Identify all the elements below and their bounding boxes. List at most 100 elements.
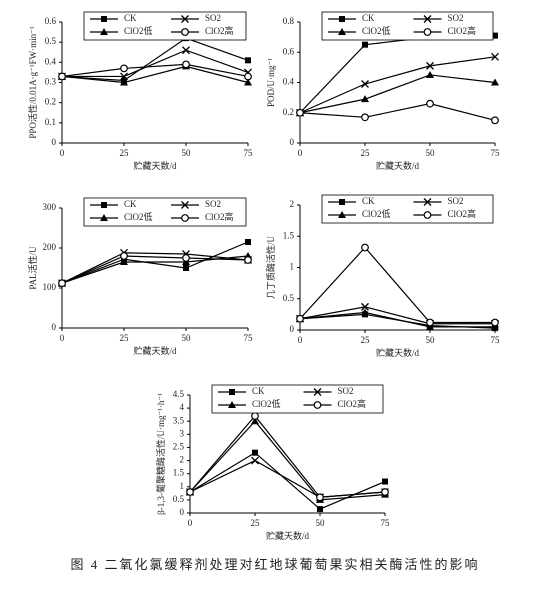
y-tick-label: 0 bbox=[290, 324, 295, 334]
x-tick-label: 75 bbox=[381, 518, 391, 528]
y-tick-label: 4 bbox=[180, 402, 185, 412]
marker bbox=[186, 488, 194, 496]
y-tick-label: 0 bbox=[180, 507, 185, 517]
y-tick-label: 0.4 bbox=[283, 77, 295, 87]
marker bbox=[100, 28, 108, 35]
marker bbox=[423, 198, 432, 206]
marker bbox=[423, 15, 432, 23]
marker bbox=[492, 32, 498, 39]
legend-label: ClO2低 bbox=[124, 211, 153, 222]
legend-label: CK bbox=[252, 386, 265, 396]
y-tick-label: 0.4 bbox=[45, 56, 57, 66]
marker bbox=[244, 72, 252, 81]
legend-label: ClO2高 bbox=[205, 211, 234, 222]
marker bbox=[361, 308, 369, 316]
marker bbox=[423, 211, 432, 219]
x-tick-label: 25 bbox=[361, 148, 371, 158]
marker bbox=[251, 412, 259, 420]
marker bbox=[251, 417, 259, 425]
x-tick-label: 50 bbox=[182, 148, 192, 158]
y-tick-label: 0.3 bbox=[45, 77, 57, 87]
x-axis-label: 贮藏天数/d bbox=[133, 345, 177, 356]
series-line bbox=[61, 37, 249, 82]
y-tick-label: 3.5 bbox=[173, 415, 185, 425]
marker bbox=[228, 401, 236, 408]
legend-label: ClO2高 bbox=[448, 208, 477, 219]
marker bbox=[361, 302, 369, 311]
y-tick-label: 0.6 bbox=[45, 16, 57, 26]
marker bbox=[244, 256, 252, 264]
x-tick-label: 25 bbox=[251, 518, 261, 528]
marker bbox=[120, 72, 128, 81]
legend-box bbox=[83, 11, 247, 41]
series-line bbox=[299, 35, 496, 114]
legend-label: SO2 bbox=[205, 199, 221, 209]
y-tick-label: 0.2 bbox=[283, 107, 294, 117]
x-tick-label: 75 bbox=[244, 333, 254, 343]
series-line bbox=[299, 74, 496, 114]
marker bbox=[182, 60, 190, 69]
legend: CK SO2 ClO2低 ClO2高 bbox=[83, 197, 247, 227]
marker bbox=[182, 254, 190, 262]
y-axis-label: β-1,3-葡聚糖酶活性/U·mg⁻¹·h⁻¹ bbox=[155, 393, 166, 515]
marker bbox=[426, 70, 434, 78]
marker bbox=[338, 211, 346, 218]
marker bbox=[361, 243, 369, 252]
y-tick-label: 100 bbox=[43, 282, 57, 292]
series-line bbox=[61, 252, 249, 284]
series-line bbox=[299, 103, 496, 121]
legend-box bbox=[83, 197, 247, 227]
series-line bbox=[299, 311, 495, 328]
marker bbox=[181, 15, 189, 23]
x-tick-label: 75 bbox=[244, 148, 254, 158]
x-tick-label: 50 bbox=[316, 518, 326, 528]
marker bbox=[120, 258, 128, 265]
marker bbox=[229, 389, 235, 395]
marker bbox=[252, 449, 258, 456]
marker bbox=[361, 95, 369, 103]
x-tick-label: 0 bbox=[60, 333, 65, 343]
y-tick-label: 0.2 bbox=[45, 97, 56, 107]
x-tick-label: 50 bbox=[182, 333, 192, 343]
marker bbox=[181, 28, 189, 36]
y-tick-label: 0 bbox=[290, 137, 295, 147]
legend-label: ClO2低 bbox=[362, 208, 391, 219]
x-tick-label: 0 bbox=[298, 335, 303, 345]
marker bbox=[426, 61, 434, 70]
legend-label: SO2 bbox=[338, 386, 354, 396]
marker bbox=[181, 201, 189, 209]
y-tick-label: 1.5 bbox=[173, 468, 185, 478]
series-line bbox=[61, 65, 249, 84]
x-tick-label: 0 bbox=[60, 148, 65, 158]
x-tick-label: 25 bbox=[361, 335, 371, 345]
y-tick-label: 2 bbox=[290, 199, 295, 209]
x-tick-label: 25 bbox=[120, 333, 130, 343]
y-tick-label: 0 bbox=[52, 322, 57, 332]
y-axis-label: PPO活性/0.01A·g⁻¹FW·min⁻¹ bbox=[27, 26, 38, 138]
series-line bbox=[189, 459, 386, 498]
legend-label: ClO2高 bbox=[448, 25, 477, 36]
x-tick-label: 75 bbox=[491, 335, 501, 345]
y-tick-label: 200 bbox=[43, 242, 57, 252]
legend: CK SO2 ClO2低 ClO2高 bbox=[321, 11, 494, 41]
marker bbox=[120, 64, 128, 73]
marker bbox=[181, 214, 189, 222]
y-tick-label: 0.6 bbox=[283, 46, 295, 56]
y-tick-label: 4.5 bbox=[173, 389, 185, 399]
marker bbox=[58, 279, 66, 288]
marker bbox=[58, 72, 66, 81]
legend-label: CK bbox=[362, 196, 375, 206]
legend-label: SO2 bbox=[205, 13, 221, 23]
legend-label: CK bbox=[124, 199, 137, 209]
legend-box bbox=[321, 11, 494, 41]
legend: CK SO2 ClO2低 ClO2高 bbox=[83, 11, 247, 41]
marker bbox=[120, 252, 128, 260]
y-axis-label: POD/U·mg⁻¹ bbox=[266, 58, 276, 107]
x-tick-label: 75 bbox=[491, 148, 501, 158]
y-tick-label: 1 bbox=[180, 481, 185, 491]
y-axis-label: PAL活性/U bbox=[27, 246, 38, 290]
series-line bbox=[189, 420, 386, 501]
marker bbox=[296, 314, 304, 323]
marker bbox=[313, 388, 322, 396]
